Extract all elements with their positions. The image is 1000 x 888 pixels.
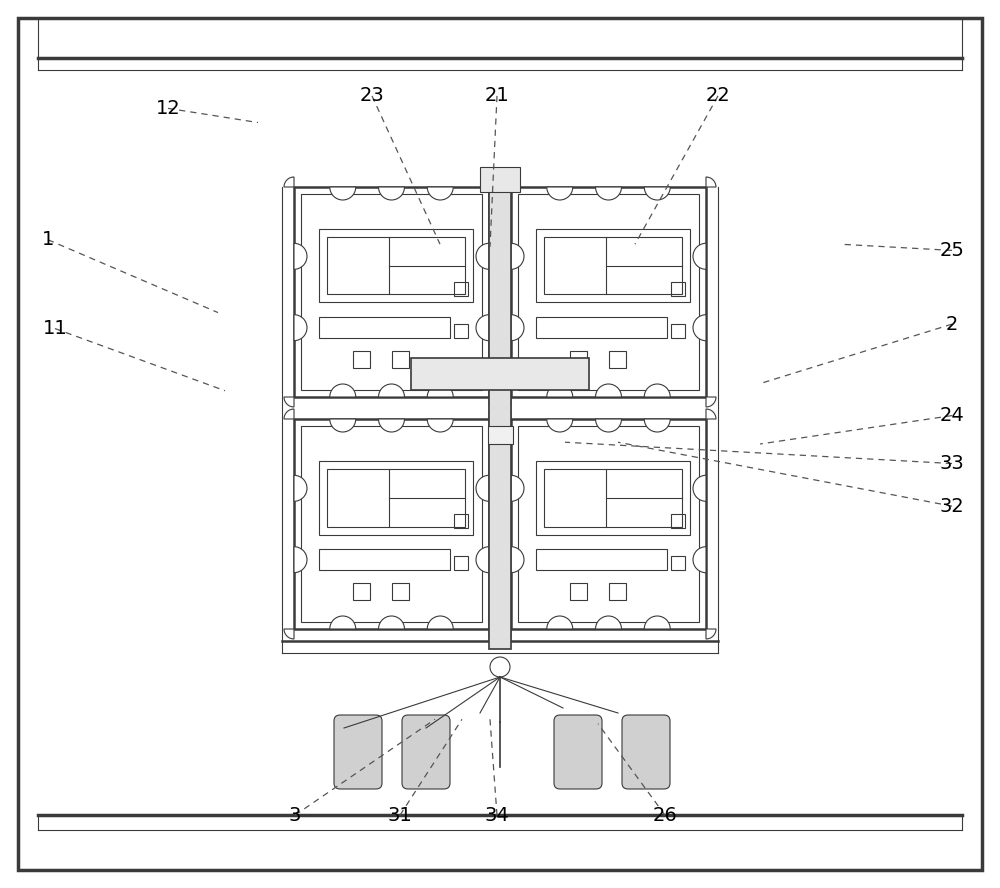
Wedge shape bbox=[427, 419, 453, 432]
Wedge shape bbox=[644, 616, 670, 629]
Text: 11: 11 bbox=[43, 319, 67, 338]
Wedge shape bbox=[693, 314, 706, 341]
Wedge shape bbox=[547, 384, 573, 397]
Text: 24: 24 bbox=[940, 406, 964, 425]
Wedge shape bbox=[476, 243, 489, 269]
Wedge shape bbox=[489, 629, 499, 639]
Text: 3: 3 bbox=[289, 805, 301, 825]
Wedge shape bbox=[489, 177, 499, 187]
Wedge shape bbox=[294, 547, 307, 573]
Wedge shape bbox=[427, 384, 453, 397]
Wedge shape bbox=[693, 547, 706, 573]
FancyBboxPatch shape bbox=[334, 715, 382, 789]
Text: 32: 32 bbox=[940, 496, 964, 516]
Wedge shape bbox=[378, 384, 404, 397]
Text: 33: 33 bbox=[940, 454, 964, 473]
Wedge shape bbox=[644, 384, 670, 397]
Wedge shape bbox=[294, 314, 307, 341]
Text: 25: 25 bbox=[940, 241, 964, 260]
Wedge shape bbox=[511, 243, 524, 269]
Wedge shape bbox=[706, 397, 716, 407]
Wedge shape bbox=[511, 314, 524, 341]
Wedge shape bbox=[284, 397, 294, 407]
Wedge shape bbox=[330, 616, 356, 629]
Polygon shape bbox=[489, 182, 511, 649]
Wedge shape bbox=[596, 419, 622, 432]
Wedge shape bbox=[476, 314, 489, 341]
Text: 1: 1 bbox=[42, 230, 54, 250]
Text: 26: 26 bbox=[653, 805, 677, 825]
Wedge shape bbox=[294, 243, 307, 269]
Wedge shape bbox=[284, 177, 294, 187]
Wedge shape bbox=[501, 177, 511, 187]
Wedge shape bbox=[501, 409, 511, 419]
Polygon shape bbox=[511, 187, 706, 397]
Wedge shape bbox=[693, 243, 706, 269]
Wedge shape bbox=[596, 616, 622, 629]
Wedge shape bbox=[330, 187, 356, 200]
Wedge shape bbox=[378, 187, 404, 200]
Text: 34: 34 bbox=[485, 805, 509, 825]
Wedge shape bbox=[284, 629, 294, 639]
Text: 31: 31 bbox=[388, 805, 412, 825]
Wedge shape bbox=[294, 475, 307, 502]
Polygon shape bbox=[294, 419, 489, 629]
Wedge shape bbox=[284, 409, 294, 419]
Polygon shape bbox=[411, 358, 589, 390]
Wedge shape bbox=[693, 475, 706, 502]
Wedge shape bbox=[706, 629, 716, 639]
Polygon shape bbox=[294, 187, 489, 397]
Wedge shape bbox=[547, 616, 573, 629]
Wedge shape bbox=[706, 177, 716, 187]
Wedge shape bbox=[427, 187, 453, 200]
Wedge shape bbox=[511, 475, 524, 502]
Wedge shape bbox=[644, 419, 670, 432]
Wedge shape bbox=[378, 616, 404, 629]
Wedge shape bbox=[596, 384, 622, 397]
Wedge shape bbox=[501, 629, 511, 639]
Text: 23: 23 bbox=[360, 86, 384, 106]
Wedge shape bbox=[489, 397, 499, 407]
Wedge shape bbox=[501, 397, 511, 407]
Wedge shape bbox=[706, 409, 716, 419]
FancyBboxPatch shape bbox=[554, 715, 602, 789]
Polygon shape bbox=[511, 419, 706, 629]
Wedge shape bbox=[511, 547, 524, 573]
Wedge shape bbox=[489, 409, 499, 419]
Text: 22: 22 bbox=[706, 86, 730, 106]
Wedge shape bbox=[596, 187, 622, 200]
Text: 12: 12 bbox=[156, 99, 180, 118]
Wedge shape bbox=[476, 547, 489, 573]
FancyBboxPatch shape bbox=[622, 715, 670, 789]
Wedge shape bbox=[547, 187, 573, 200]
Wedge shape bbox=[476, 475, 489, 502]
Wedge shape bbox=[330, 384, 356, 397]
Wedge shape bbox=[330, 419, 356, 432]
Wedge shape bbox=[378, 419, 404, 432]
Text: 21: 21 bbox=[485, 86, 509, 106]
FancyBboxPatch shape bbox=[402, 715, 450, 789]
Wedge shape bbox=[644, 187, 670, 200]
Text: 2: 2 bbox=[946, 314, 958, 334]
Polygon shape bbox=[480, 167, 520, 192]
Polygon shape bbox=[488, 426, 513, 444]
Wedge shape bbox=[427, 616, 453, 629]
Wedge shape bbox=[547, 419, 573, 432]
